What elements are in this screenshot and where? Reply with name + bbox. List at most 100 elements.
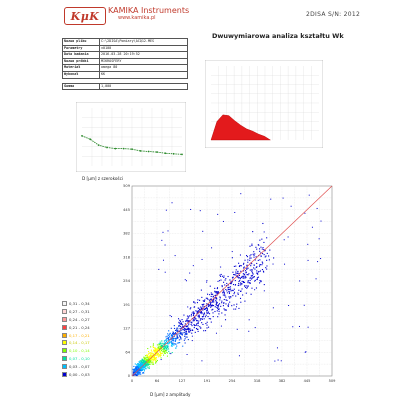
scatter-point [149, 361, 151, 363]
scatter-point [213, 298, 215, 300]
scatter-point [307, 243, 309, 245]
scatter-point [214, 287, 216, 289]
scatter-point [160, 354, 162, 356]
scatter-point [250, 257, 252, 259]
scatter-point [240, 282, 242, 284]
scatter-point [186, 328, 188, 331]
scatter-point [139, 372, 141, 374]
scatter-point [201, 307, 203, 309]
scatter-point [143, 367, 145, 369]
scatter-point [251, 263, 253, 265]
scatter-point [155, 362, 157, 364]
scatter-point [171, 345, 173, 347]
scatter-point [150, 346, 152, 348]
scatter-point [241, 288, 243, 290]
scatter-point [146, 355, 148, 357]
scatter-point [223, 302, 225, 304]
scatter-point [261, 248, 263, 250]
scatter-point [202, 304, 204, 306]
scatter-point [317, 261, 319, 263]
scatter-point [202, 300, 204, 302]
scatter-point [142, 363, 144, 365]
scatter-point [245, 277, 247, 279]
scatter-point [183, 329, 185, 331]
scatter-point [138, 363, 140, 365]
legend-swatch-icon [62, 324, 67, 330]
scatter-point [170, 353, 172, 355]
scatter-point [237, 276, 239, 279]
scatter-point [235, 308, 237, 310]
scatter-point [165, 348, 168, 350]
scatter-point [250, 265, 252, 267]
scatter-point [133, 370, 135, 373]
scatter-point [217, 213, 219, 215]
scatter-point [241, 283, 243, 285]
scatter-point [159, 346, 161, 348]
scatter-point [206, 327, 208, 329]
scatter-point [158, 343, 160, 345]
scatter-point [229, 288, 231, 290]
scatter-point [209, 300, 211, 302]
scatter-point [141, 364, 143, 366]
legend-item: 0,10 - 0,14 [62, 347, 90, 355]
scatter-point [157, 356, 159, 358]
scatter-point [215, 297, 218, 299]
scatter-point [160, 345, 163, 347]
scatter-point [233, 274, 235, 276]
scatter-point [245, 292, 247, 294]
scatter-point [259, 259, 261, 261]
scatter-point [132, 369, 134, 371]
scatter-point [229, 279, 231, 281]
scatter-point [156, 359, 158, 362]
scatter-point [146, 364, 148, 366]
scatter-point [151, 354, 153, 357]
scatter-point [203, 318, 205, 320]
scatter-point [299, 280, 301, 282]
scatter-point [157, 355, 159, 357]
scatter-point [160, 357, 162, 359]
scatter-point [225, 296, 227, 298]
scatter-point [209, 304, 211, 306]
scatter-point [194, 331, 196, 333]
scatter-point [199, 312, 202, 314]
scatter-point [220, 305, 222, 307]
scatter-point [197, 310, 199, 312]
scatter-point [153, 357, 155, 359]
scatter-point [137, 367, 139, 369]
scatter-point [184, 327, 186, 330]
scatter-point [178, 342, 180, 344]
scatter-point [250, 277, 252, 279]
scatter-point [214, 294, 216, 297]
scatter-point [202, 230, 204, 232]
scatter-point [247, 285, 249, 287]
scatter-point [155, 360, 158, 362]
scatter-point [249, 255, 251, 257]
scatter-point [197, 322, 199, 325]
scatter-point [266, 265, 268, 267]
scatter-point [168, 336, 170, 338]
scatter-point [243, 266, 245, 268]
scatter-point [218, 280, 220, 282]
scatter-point [246, 254, 248, 257]
scatter-point [201, 258, 203, 260]
scatter-point [174, 340, 176, 342]
scatter-point [172, 334, 174, 336]
scatter-point [156, 350, 158, 352]
scatter-point [252, 276, 255, 278]
scatter-point [206, 305, 208, 307]
scatter-point [140, 361, 142, 363]
scatter-point [206, 303, 208, 305]
scatter-point [251, 274, 253, 277]
legend-label: 0,14 - 0,17 [69, 340, 90, 346]
scatter-point [255, 287, 258, 289]
scatter-point [230, 282, 233, 284]
scatter-point [171, 202, 173, 204]
scatter-point [198, 308, 201, 311]
width-data-point [81, 134, 83, 137]
scatter-point [263, 290, 265, 292]
scatter-point [303, 304, 305, 306]
scatter-point [215, 332, 217, 334]
scatter-point [155, 358, 157, 360]
scatter-point [197, 330, 199, 332]
scatter-point [184, 338, 186, 340]
